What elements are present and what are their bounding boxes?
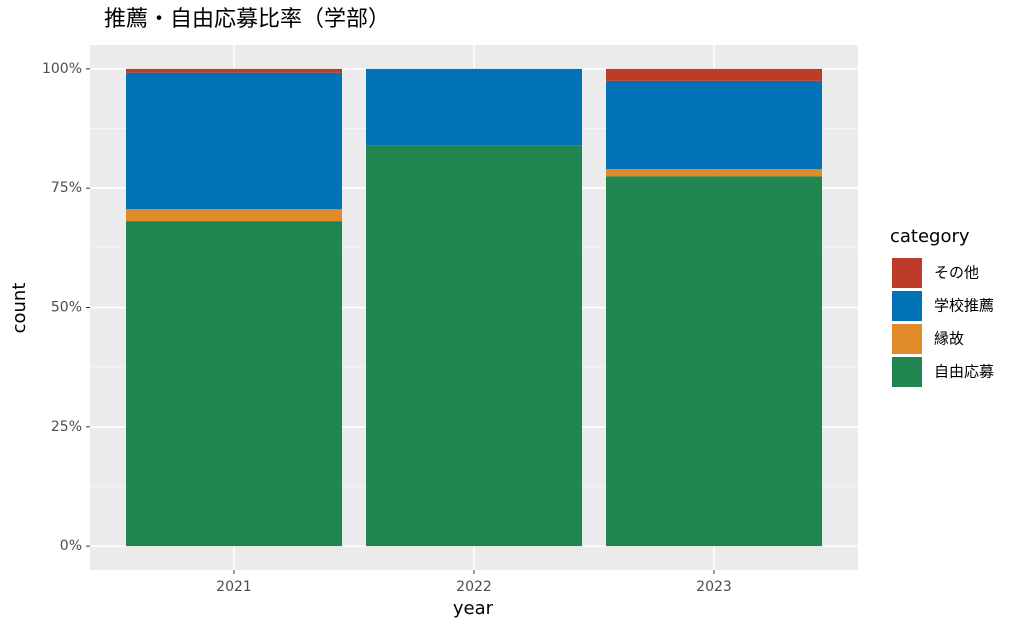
- legend-title: category: [890, 226, 970, 247]
- bar-segment: [126, 68, 342, 73]
- bar-segment: [126, 209, 342, 222]
- chart-title: 推薦・自由応募比率（学部）: [104, 7, 390, 32]
- legend-label: その他: [934, 264, 979, 282]
- legend-label: 学校推薦: [934, 297, 994, 315]
- y-tick-label: 25%: [51, 419, 82, 435]
- bar-segment: [606, 169, 822, 177]
- bar-segment: [366, 68, 582, 146]
- bar-segment: [606, 176, 822, 547]
- y-tick-label: 0%: [60, 538, 82, 554]
- bar-segment: [126, 72, 342, 210]
- y-tick-label: 50%: [51, 300, 82, 316]
- x-tick-label: 2022: [456, 579, 492, 595]
- legend-label: 自由応募: [934, 363, 994, 381]
- bar-segment: [126, 221, 342, 547]
- legend-key: [892, 291, 922, 321]
- legend-label: 縁故: [934, 330, 964, 348]
- legend-key: [892, 324, 922, 354]
- bar-segment: [366, 145, 582, 547]
- x-axis-label: year: [453, 598, 494, 619]
- legend-key: [892, 258, 922, 288]
- y-axis-label: count: [9, 283, 30, 334]
- x-tick-label: 2023: [696, 579, 732, 595]
- bar-segment: [606, 80, 822, 170]
- legend-key: [892, 357, 922, 387]
- y-tick-label: 75%: [51, 180, 82, 196]
- y-tick-label: 100%: [42, 61, 82, 77]
- x-tick-label: 2021: [216, 579, 252, 595]
- bar-segment: [606, 68, 822, 81]
